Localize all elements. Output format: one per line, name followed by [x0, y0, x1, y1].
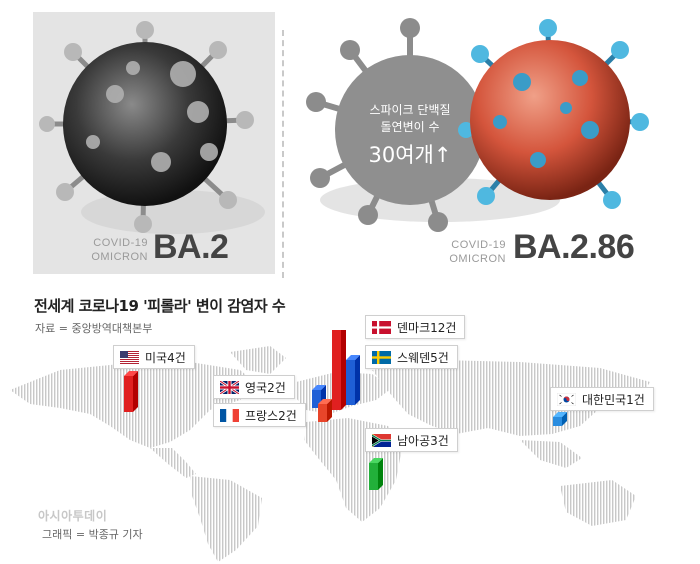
sweden-flag-icon	[372, 350, 391, 364]
bar-usa	[124, 371, 138, 412]
ba2-covid-label: COVID-19	[93, 237, 148, 249]
uk-flag-icon	[220, 380, 239, 394]
continent-asia	[372, 360, 650, 436]
country-label-south-africa: 남아공 3건	[365, 428, 458, 452]
bar-denmark	[332, 330, 346, 410]
map-title: 전세계 코로나19 '피롤라' 변이 감염자 수	[34, 297, 286, 315]
bar-korea	[553, 412, 567, 426]
callout-line-2: 돌연변이 수	[380, 120, 440, 134]
graphic-credit: 그래픽 = 박종규 기자	[42, 528, 143, 541]
bar-layer	[124, 330, 567, 490]
bar-sweden	[346, 355, 360, 405]
case-count: 2건	[278, 408, 297, 423]
bar-france	[318, 399, 332, 422]
publisher-watermark: 아시아투데이	[38, 509, 108, 523]
continent-central-america	[150, 448, 196, 478]
country-label-korea: 대한민국 1건	[550, 387, 654, 411]
korea-flag-icon	[557, 392, 576, 406]
country-name: 프랑스	[245, 408, 279, 423]
country-label-denmark: 덴마크 12건	[365, 315, 466, 339]
map-source: 자료 = 중앙방역대책본부	[35, 322, 153, 335]
divider-line	[282, 30, 284, 278]
ba286-small-caption: COVID-19 OMICRON	[434, 238, 506, 266]
south-africa-flag-icon	[372, 433, 391, 447]
continent-south-america	[190, 476, 262, 562]
continent-greenland	[230, 346, 286, 374]
country-label-france: 프랑스 2건	[213, 403, 306, 427]
case-count: 5건	[430, 350, 449, 365]
case-count: 2건	[267, 380, 286, 395]
ba2-omicron-label: OMICRON	[91, 251, 148, 263]
country-name: 영국	[245, 380, 268, 395]
ba286-virus-image	[306, 18, 649, 232]
denmark-flag-icon	[372, 320, 391, 334]
case-count: 3건	[430, 433, 449, 448]
ba2-virus-image	[39, 21, 265, 234]
case-count: 12건	[430, 320, 457, 335]
usa-flag-icon	[120, 350, 139, 364]
callout-line-1: 스파이크 단백질	[369, 103, 451, 117]
country-name: 덴마크	[397, 320, 431, 335]
mutation-callout: 스파이크 단백질 돌연변이 수 30여개↑	[345, 102, 475, 170]
case-count: 1건	[626, 392, 645, 407]
bar-south-africa	[369, 458, 383, 490]
country-label-usa: 미국 4건	[113, 345, 195, 369]
case-count: 4건	[167, 350, 186, 365]
callout-line-3: 30여개↑	[368, 143, 452, 167]
country-label-uk: 영국 2건	[213, 375, 295, 399]
continent-australia	[560, 480, 636, 526]
country-label-sweden: 스웨덴 5건	[365, 345, 458, 369]
france-flag-icon	[220, 408, 239, 422]
country-name: 대한민국	[582, 392, 627, 407]
country-name: 미국	[145, 350, 168, 365]
ba2-variant-name: BA.2	[153, 228, 229, 266]
ba286-variant-name: BA.2.86	[513, 228, 635, 266]
ba286-covid-label: COVID-19	[451, 239, 506, 251]
ba2-small-caption: COVID-19 OMICRON	[76, 236, 148, 264]
country-name: 스웨덴	[397, 350, 431, 365]
ba286-omicron-label: OMICRON	[449, 253, 506, 265]
country-name: 남아공	[397, 433, 431, 448]
continent-southeast-asia	[520, 440, 582, 468]
